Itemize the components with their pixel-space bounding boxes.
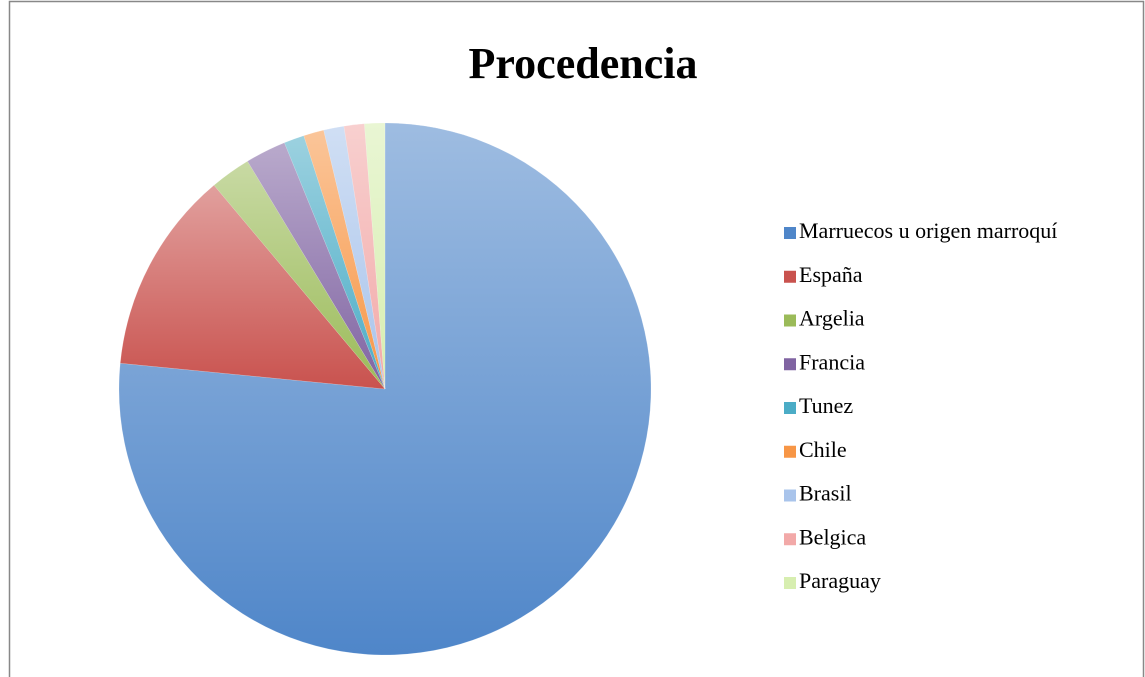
pie <box>118 122 652 656</box>
chart-title: Procedencia <box>469 39 698 88</box>
legend-swatch <box>784 445 796 458</box>
slice-shade <box>118 122 652 656</box>
frame <box>8 0 1145 677</box>
slice-shade <box>119 184 386 390</box>
legend: Marruecos u origen marroquí España Argelia… <box>784 218 1057 593</box>
legend-swatch <box>784 489 796 502</box>
legend-label: Chile <box>799 437 847 462</box>
legend-label: Paraguay <box>799 568 881 593</box>
legend-swatch <box>784 402 796 414</box>
legend-label: Belgica <box>799 524 866 549</box>
slice-shade <box>247 142 386 390</box>
legend-label: Argelia <box>799 306 865 331</box>
slice-shade <box>213 160 386 390</box>
slice-shade <box>364 122 386 390</box>
legend-label: Tunez <box>799 393 853 418</box>
legend-label: España <box>799 262 863 287</box>
slice-shade <box>343 123 386 390</box>
slice-shade <box>284 135 386 390</box>
legend-swatch <box>784 227 796 239</box>
legend-swatch <box>784 314 796 327</box>
slice-shade <box>323 125 386 390</box>
slice-shade <box>303 129 386 390</box>
legend-label: Francia <box>799 349 865 374</box>
legend-swatch <box>784 270 796 283</box>
legend-swatch <box>784 577 796 589</box>
legend-swatch <box>784 533 796 546</box>
legend-label: Marruecos u origen marroquí <box>799 218 1057 243</box>
legend-swatch <box>784 358 796 371</box>
legend-label: Brasil <box>799 481 852 506</box>
